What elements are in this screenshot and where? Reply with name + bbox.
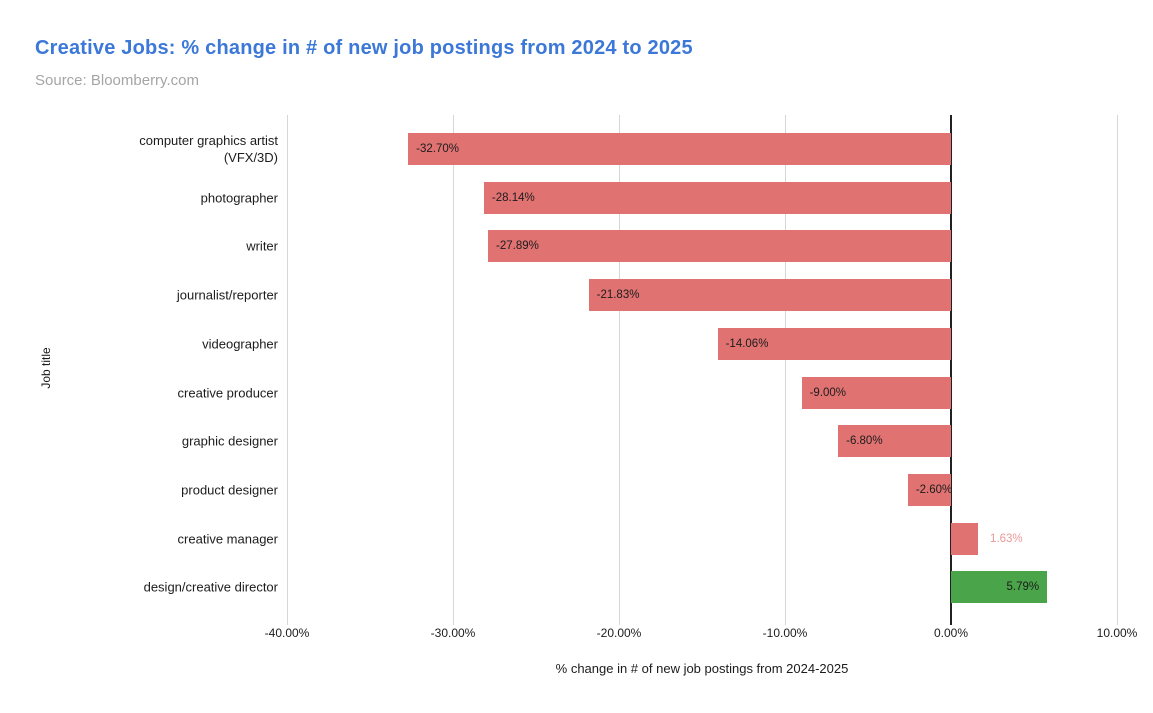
bar-value-label: -6.80%	[846, 435, 883, 448]
gridline	[453, 115, 454, 625]
gridline	[619, 115, 620, 625]
bar: -2.60%	[907, 473, 953, 506]
bar-value-label: -21.83%	[596, 289, 640, 302]
chart-source: Source: Bloomberry.com	[35, 72, 199, 89]
x-axis-title: % change in # of new job postings from 2…	[555, 661, 849, 676]
bar-value-label: -2.60%	[915, 483, 953, 496]
x-tick-label: -30.00%	[430, 626, 476, 640]
bar: -21.83%	[588, 279, 951, 312]
category-label: photographer	[200, 190, 278, 206]
x-tick-label: -20.00%	[596, 626, 642, 640]
x-tick-label: -40.00%	[264, 626, 310, 640]
category-label: graphic designer	[181, 433, 278, 449]
bar: 5.79%	[951, 571, 1048, 604]
y-axis-title: Job title	[39, 347, 53, 389]
category-label: creative manager	[177, 531, 278, 547]
category-label: videographer	[202, 336, 278, 352]
bar: -6.80%	[838, 425, 951, 458]
bar: -9.00%	[801, 376, 951, 409]
gridline	[785, 115, 786, 625]
plot-area: -32.70% -28.14% -27.89% -21.83% -14.06% -9.00…	[287, 115, 1118, 625]
bar: -28.14%	[483, 181, 951, 214]
gridline	[1117, 115, 1118, 625]
category-label: product designer	[181, 482, 278, 498]
bar: -14.06%	[717, 327, 951, 360]
bar-value-label: -32.70%	[416, 143, 460, 155]
x-tick-label: 0.00%	[933, 626, 969, 640]
chart-title: Creative Jobs: % change in # of new job …	[35, 37, 693, 59]
x-tick-label: -10.00%	[762, 626, 808, 640]
bar-value-label: -9.00%	[809, 386, 847, 399]
category-label: computer graphics artist (VFX/3D)	[139, 133, 278, 165]
bar-value-label: -28.14%	[491, 191, 535, 204]
bar: 1.63%	[951, 522, 1023, 555]
x-tick-label: 10.00%	[1096, 626, 1138, 640]
bar-value-label: 5.79%	[1006, 581, 1040, 594]
bar: -27.89%	[488, 230, 951, 263]
category-label: writer	[246, 238, 278, 254]
bar: -32.70%	[408, 133, 951, 165]
category-label: design/creative director	[143, 579, 278, 595]
bar-value-label: -27.89%	[496, 240, 539, 253]
category-label: journalist/reporter	[176, 287, 278, 303]
gridline	[287, 115, 288, 625]
bar-value-label: -14.06%	[725, 337, 769, 350]
bar-value-label: 1.63%	[990, 532, 1023, 545]
category-label: creative producer	[177, 385, 278, 400]
zero-axis-line	[950, 115, 952, 625]
